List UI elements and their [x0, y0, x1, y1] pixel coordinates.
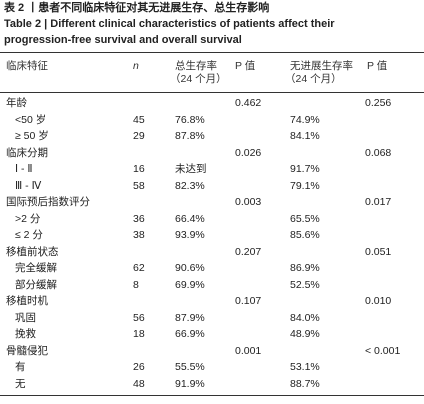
group-label: 骨髓侵犯 — [6, 344, 48, 357]
cell: 52.5% — [290, 278, 320, 291]
top-rule — [0, 52, 424, 53]
row-label: Ⅰ - Ⅱ — [15, 163, 33, 175]
cell: 45 — [133, 113, 145, 126]
cell: 0.017 — [365, 196, 392, 208]
cell: 66.9% — [175, 328, 205, 340]
cell: 66.4% — [175, 212, 205, 225]
group-label: 年龄 — [6, 97, 27, 109]
row-label: Ⅲ - Ⅳ — [15, 179, 42, 192]
cell: 36 — [133, 212, 145, 225]
title-zh: 表 2 丨患者不同临床特征对其无进展生存、总生存影响 — [4, 2, 270, 14]
header-cell: 临床特征 — [6, 60, 48, 72]
cell: 86.9% — [290, 262, 320, 274]
cell: 48 — [133, 377, 145, 390]
cell: 69.9% — [175, 278, 205, 291]
row-label: 挽救 — [15, 328, 36, 340]
cell: 0.010 — [365, 295, 392, 307]
header-cell: n — [133, 60, 139, 72]
group-label: 移植前状态 — [6, 245, 59, 258]
group-label: 临床分期 — [6, 146, 48, 159]
cell: 38 — [133, 229, 145, 241]
row-label: <50 岁 — [15, 113, 47, 126]
cell: 未达到 — [175, 163, 207, 175]
header-cell: （24 个月） — [170, 73, 227, 85]
cell: 48.9% — [290, 328, 320, 340]
cell: 79.1% — [290, 179, 320, 192]
row-label: 完全缓解 — [15, 262, 57, 274]
header-cell: P 值 — [235, 60, 256, 72]
group-label: 国际预后指数评分 — [6, 196, 90, 208]
cell: 88.7% — [290, 377, 320, 390]
cell: 76.8% — [175, 113, 205, 126]
bottom-rule — [0, 395, 424, 396]
cell: 90.6% — [175, 262, 205, 274]
row-label: ≤ 2 分 — [15, 229, 43, 241]
header-rule — [0, 92, 424, 93]
cell: 0.026 — [235, 146, 262, 159]
title-en: Table 2 | Different clinical characteris… — [4, 18, 335, 30]
cell: 53.1% — [290, 361, 320, 373]
cell: 91.7% — [290, 163, 320, 175]
row-label: ≥ 50 岁 — [15, 130, 49, 142]
row-label: >2 分 — [15, 212, 41, 225]
cell: 16 — [133, 163, 145, 175]
cell: 58 — [133, 179, 145, 192]
cell: < 0.001 — [365, 344, 401, 357]
cell: 0.256 — [365, 97, 392, 109]
title-en: progression-free survival and overall su… — [4, 34, 242, 46]
cell: 0.107 — [235, 295, 262, 307]
row-label: 无 — [15, 377, 26, 390]
cell: 93.9% — [175, 229, 205, 241]
cell: 18 — [133, 328, 145, 340]
cell: 85.6% — [290, 229, 320, 241]
cell: 62 — [133, 262, 145, 274]
row-label: 有 — [15, 361, 26, 373]
cell: 74.9% — [290, 113, 320, 126]
cell: 26 — [133, 361, 145, 373]
cell: 0.051 — [365, 245, 392, 258]
header-cell: （24 个月） — [285, 73, 342, 85]
cell: 0.001 — [235, 344, 262, 357]
cell: 8 — [133, 278, 139, 291]
cell: 82.3% — [175, 179, 205, 192]
cell: 87.8% — [175, 130, 205, 142]
row-label: 巩固 — [15, 311, 36, 324]
cell: 0.003 — [235, 196, 262, 208]
cell: 91.9% — [175, 377, 205, 390]
cell: 56 — [133, 311, 145, 324]
header-cell: P 值 — [367, 60, 388, 72]
cell: 84.1% — [290, 130, 320, 142]
group-label: 移植时机 — [6, 295, 48, 307]
cell: 87.9% — [175, 311, 205, 324]
header-cell: 无进展生存率 — [290, 60, 353, 72]
cell: 29 — [133, 130, 145, 142]
row-label: 部分缓解 — [15, 278, 57, 291]
header-cell: 总生存率 — [175, 60, 217, 72]
cell: 0.207 — [235, 245, 262, 258]
cell: 55.5% — [175, 361, 205, 373]
cell: 0.462 — [235, 97, 262, 109]
cell: 65.5% — [290, 212, 320, 225]
cell: 0.068 — [365, 146, 392, 159]
cell: 84.0% — [290, 311, 320, 324]
